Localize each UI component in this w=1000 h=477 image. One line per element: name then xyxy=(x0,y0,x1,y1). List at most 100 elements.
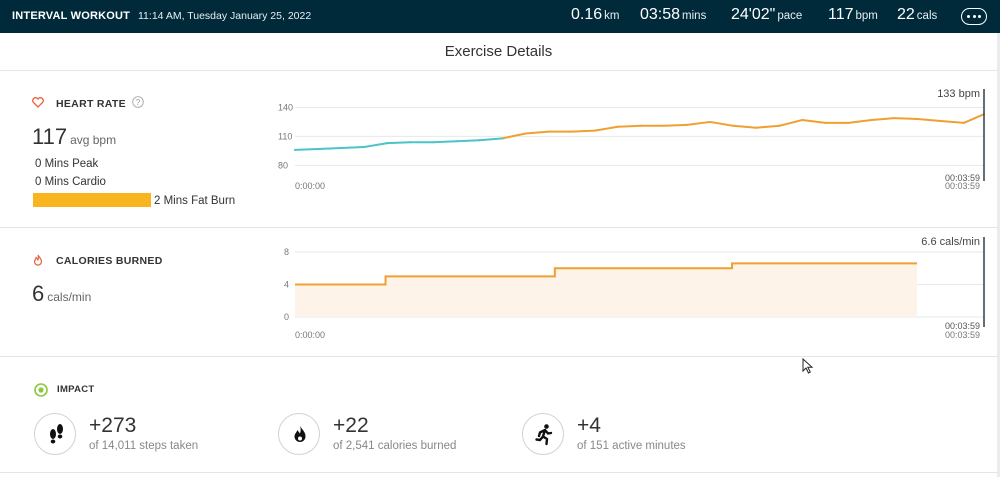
stat-duration-unit: mins xyxy=(682,10,707,22)
impact-active-badge xyxy=(522,413,564,455)
start-time-label: 0:00:00 xyxy=(295,181,325,191)
heart-rate-point xyxy=(317,148,319,150)
zone-peak: 0 Mins Peak xyxy=(35,158,99,170)
stat-pace-value: 24'02" xyxy=(731,6,776,23)
heart-rate-segment xyxy=(386,141,412,145)
heart-rate-point xyxy=(962,122,965,124)
heart-rate-segment xyxy=(294,147,320,151)
heart-rate-point xyxy=(432,141,435,144)
heart-rate-point xyxy=(640,124,642,127)
heart-rate-average: 117 avg bpm xyxy=(32,124,116,150)
scrollbar-track[interactable] xyxy=(997,33,1000,477)
heart-rate-segment xyxy=(317,146,343,150)
heart-rate-segment xyxy=(570,129,596,133)
y-tick-label: 0 xyxy=(284,312,289,322)
heart-rate-average-unit: avg bpm xyxy=(70,133,117,147)
calories-chart[interactable]: 8 4 0 6.6 cals/min 00:03:59 0:00:00 00:03:59 xyxy=(270,233,990,348)
heart-rate-segment xyxy=(616,124,642,128)
heart-rate-segment xyxy=(709,120,735,127)
heart-rate-chart[interactable]: 140 110 80 133 bpm 00:03:59 0:00:00 00:03:59 xyxy=(270,85,990,195)
heart-rate-point xyxy=(778,124,781,127)
heart-rate-segment xyxy=(939,119,965,124)
heart-rate-segment xyxy=(962,113,985,124)
help-icon[interactable]: ? xyxy=(132,96,144,108)
impact-calories-badge xyxy=(278,413,320,455)
impact-steps-value: +273 xyxy=(89,414,137,437)
heart-rate-label: HEART RATE xyxy=(56,98,126,110)
stat-heart-rate-value: 117 xyxy=(828,6,854,23)
heart-rate-point xyxy=(455,140,458,143)
y-tick-label: 8 xyxy=(284,247,289,257)
flame-icon xyxy=(294,426,306,442)
heart-rate-segment xyxy=(501,132,527,140)
heart-rate-point xyxy=(732,124,735,127)
impact-calories-value: +22 xyxy=(333,414,369,437)
heart-rate-point xyxy=(801,119,804,121)
start-time-label: 0:00:00 xyxy=(295,330,325,340)
zone-fat-burn-bar xyxy=(33,193,151,207)
page-title: Exercise Details xyxy=(444,43,553,60)
heart-rate-point xyxy=(340,147,343,149)
flame-icon xyxy=(33,254,43,266)
stat-pace: 24'02" pace xyxy=(731,6,802,24)
y-tick-label: 4 xyxy=(284,280,289,290)
end-time-marker: 00:03:59 xyxy=(945,321,980,331)
workout-datetime: 11:14 AM, Tuesday January 25, 2022 xyxy=(138,10,312,22)
workout-title: INTERVAL WORKOUT xyxy=(12,10,131,22)
impact-label: IMPACT xyxy=(57,384,95,395)
impact-active-caption: of 151 active minutes xyxy=(577,440,686,452)
zone-fat-burn: 2 Mins Fat Burn xyxy=(154,195,236,207)
stat-pace-unit: pace xyxy=(777,10,803,22)
divider xyxy=(0,227,997,228)
y-tick-label: 80 xyxy=(278,160,288,170)
calories-line xyxy=(295,262,918,286)
stat-distance-value: 0.16 xyxy=(571,6,603,23)
heart-rate-segment xyxy=(455,139,481,143)
heart-rate-segment xyxy=(847,119,873,124)
calories-rate: 6 cals/min xyxy=(32,281,91,307)
heart-rate-segment xyxy=(801,119,827,124)
heart-rate-segment xyxy=(363,142,389,149)
target-icon xyxy=(34,383,48,397)
divider xyxy=(0,356,997,357)
end-time-label: 00:03:59 xyxy=(945,181,980,191)
heart-rate-segment xyxy=(778,119,804,127)
heart-rate-segment xyxy=(478,137,504,142)
heart-rate-segment xyxy=(663,123,689,127)
heart-rate-segment xyxy=(524,130,550,135)
heart-rate-point xyxy=(478,139,481,142)
stat-heart-rate-unit: bpm xyxy=(855,10,878,22)
heart-rate-point xyxy=(939,120,942,122)
mouse-cursor-icon xyxy=(802,358,814,374)
stat-duration-value: 03:58 xyxy=(640,6,681,23)
heart-rate-segment xyxy=(340,146,366,149)
heart-rate-segment xyxy=(593,125,619,132)
stat-distance-unit: km xyxy=(604,10,620,22)
heart-rate-point xyxy=(893,117,896,119)
heart-rate-segment xyxy=(755,124,781,129)
calories-label: CALORIES BURNED xyxy=(56,255,163,267)
heart-rate-point xyxy=(570,130,573,133)
stat-heart-rate: 117 bpm xyxy=(828,6,878,24)
heart-rate-point xyxy=(916,118,919,120)
heart-rate-point xyxy=(386,142,389,145)
heart-rate-segment xyxy=(916,118,942,122)
impact-active-value: +4 xyxy=(577,414,601,437)
y-tick-label: 140 xyxy=(278,102,293,112)
stat-calories-unit: cals xyxy=(916,10,938,22)
heart-rate-point xyxy=(616,125,619,128)
dot xyxy=(967,15,970,18)
heart-rate-point xyxy=(524,132,527,135)
heart-rate-point xyxy=(663,124,665,127)
heart-rate-point xyxy=(709,121,712,123)
zone-cardio: 0 Mins Cardio xyxy=(35,176,106,188)
dot xyxy=(972,15,976,18)
heart-rate-point xyxy=(294,149,296,151)
stat-duration: 03:58 mins xyxy=(640,6,706,24)
more-options-icon[interactable] xyxy=(961,8,987,25)
runner-icon xyxy=(535,424,553,446)
heart-rate-point xyxy=(755,126,758,129)
heart-rate-point xyxy=(501,137,504,140)
stat-distance: 0.16 km xyxy=(571,6,619,24)
divider xyxy=(0,70,997,71)
